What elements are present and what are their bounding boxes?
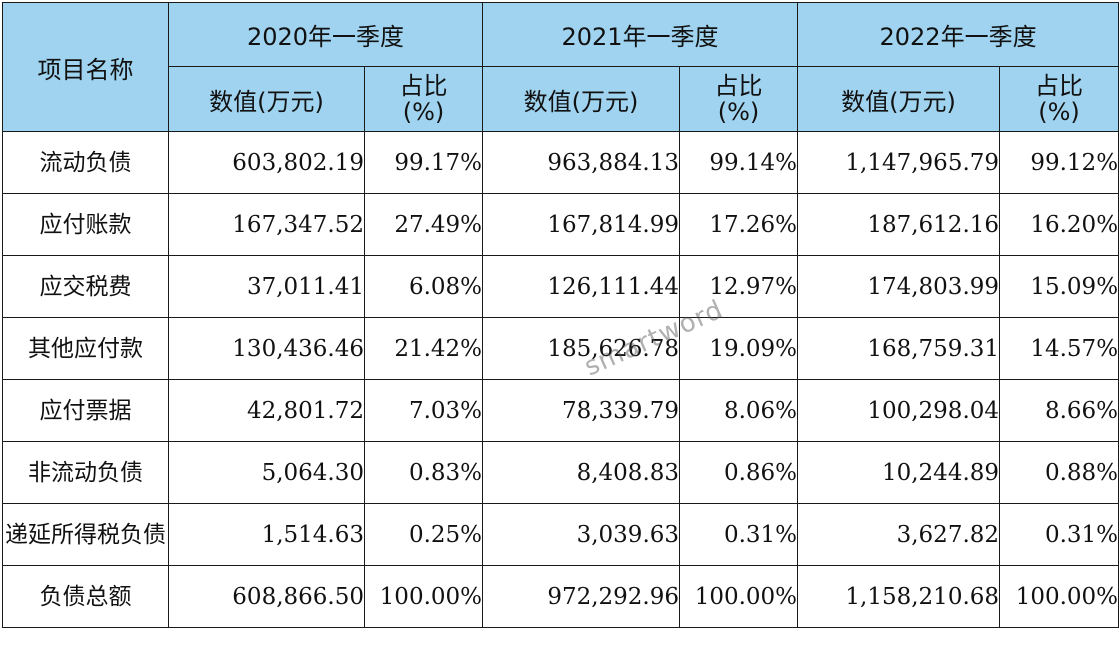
value-2021: 78,339.79 xyxy=(482,379,681,442)
pct-2021: 17.26% xyxy=(679,193,799,256)
value-2020: 608,866.50 xyxy=(168,565,365,628)
value-2020: 1,514.63 xyxy=(168,503,365,566)
value-2020: 5,064.30 xyxy=(168,441,365,504)
header-value-2020: 数值(万元) xyxy=(168,66,365,132)
row-label: 负债总额 xyxy=(2,565,169,628)
table-row: 其他应付款 130,436.46 21.42% 185,626.78 19.09… xyxy=(2,317,1120,380)
pct-2021: 8.06% xyxy=(679,379,799,442)
value-2021: 972,292.96 xyxy=(482,565,681,628)
row-label: 应付账款 xyxy=(2,193,169,256)
header-pct-2022: 占比 (%) xyxy=(999,66,1120,132)
pct-2022: 0.88% xyxy=(999,441,1120,504)
pct-label-bottom: (%) xyxy=(402,98,445,126)
pct-2022: 99.12% xyxy=(999,131,1120,194)
pct-2021: 0.31% xyxy=(679,503,799,566)
value-2022: 187,612.16 xyxy=(797,193,1001,256)
value-2022: 10,244.89 xyxy=(797,441,1001,504)
value-2021: 126,111.44 xyxy=(482,255,681,318)
value-2021: 963,884.13 xyxy=(482,131,681,194)
table-row: 流动负债 603,802.19 99.17% 963,884.13 99.14%… xyxy=(2,131,1120,194)
pct-2022: 15.09% xyxy=(999,255,1120,318)
header-pct-2021: 占比 (%) xyxy=(679,66,799,132)
pct-2021: 0.86% xyxy=(679,441,799,504)
header-value-2021: 数值(万元) xyxy=(482,66,681,132)
value-2020: 37,011.41 xyxy=(168,255,365,318)
pct-2022: 100.00% xyxy=(999,565,1120,628)
pct-2021: 19.09% xyxy=(679,317,799,380)
table-row: 负债总额 608,866.50 100.00% 972,292.96 100.0… xyxy=(2,565,1120,628)
pct-label-bottom: (%) xyxy=(717,98,760,126)
row-label: 非流动负债 xyxy=(2,441,169,504)
pct-2020: 99.17% xyxy=(363,131,484,194)
header-row-periods: 项目名称 2020年一季度 2021年一季度 2022年一季度 xyxy=(2,2,1120,132)
pct-2022: 16.20% xyxy=(999,193,1120,256)
pct-2021: 100.00% xyxy=(679,565,799,628)
pct-2020: 7.03% xyxy=(363,379,484,442)
pct-2020: 0.25% xyxy=(363,503,484,566)
row-label: 流动负债 xyxy=(2,131,169,194)
value-2022: 1,158,210.68 xyxy=(797,565,1001,628)
table-row: 非流动负债 5,064.30 0.83% 8,408.83 0.86% 10,2… xyxy=(2,441,1120,504)
header-period-2020: 2020年一季度 xyxy=(167,2,484,67)
value-2022: 1,147,965.79 xyxy=(797,131,1001,194)
pct-label-top: 占比 xyxy=(714,72,763,100)
value-2022: 168,759.31 xyxy=(797,317,1001,380)
pct-2021: 99.14% xyxy=(679,131,799,194)
header-value-2022: 数值(万元) xyxy=(797,66,1001,132)
table-row: 应付票据 42,801.72 7.03% 78,339.79 8.06% 100… xyxy=(2,379,1120,442)
table-row: 应交税费 37,011.41 6.08% 126,111.44 12.97% 1… xyxy=(2,255,1120,318)
pct-label-top: 占比 xyxy=(399,72,448,100)
pct-label-bottom: (%) xyxy=(1038,98,1080,126)
table-row: 递延所得税负债 1,514.63 0.25% 3,039.63 0.31% 3,… xyxy=(2,503,1120,566)
value-2021: 167,814.99 xyxy=(482,193,681,256)
pct-2020: 0.83% xyxy=(363,441,484,504)
value-2021: 3,039.63 xyxy=(482,503,681,566)
row-label: 其他应付款 xyxy=(2,317,169,380)
value-2020: 130,436.46 xyxy=(168,317,365,380)
pct-2022: 14.57% xyxy=(999,317,1120,380)
value-2022: 174,803.99 xyxy=(797,255,1001,318)
row-label: 递延所得税负债 xyxy=(2,503,169,566)
pct-2020: 6.08% xyxy=(363,255,484,318)
liability-table: 项目名称 2020年一季度 2021年一季度 2022年一季度 数值(万元) 占… xyxy=(2,2,1120,628)
header-pct-2020: 占比 (%) xyxy=(363,66,484,132)
pct-2022: 0.31% xyxy=(999,503,1120,566)
value-2020: 167,347.52 xyxy=(168,193,365,256)
pct-2021: 12.97% xyxy=(679,255,799,318)
pct-2020: 27.49% xyxy=(363,193,484,256)
pct-2020: 100.00% xyxy=(363,565,484,628)
value-2022: 100,298.04 xyxy=(797,379,1001,442)
header-item-name: 项目名称 xyxy=(2,2,169,132)
row-label: 应付票据 xyxy=(2,379,169,442)
pct-label-top: 占比 xyxy=(1035,72,1084,100)
header-period-2022: 2022年一季度 xyxy=(797,2,1120,67)
header-period-2021: 2021年一季度 xyxy=(482,2,799,67)
pct-2020: 21.42% xyxy=(363,317,484,380)
value-2022: 3,627.82 xyxy=(797,503,1001,566)
pct-2022: 8.66% xyxy=(999,379,1120,442)
value-2021: 185,626.78 xyxy=(482,317,681,380)
row-label: 应交税费 xyxy=(2,255,169,318)
header-row-subcolumns: 数值(万元) 占比 (%) 数值(万元) 占比 (%) 数值(万元) 占比 (%) xyxy=(3,66,1120,132)
table-row: 应付账款 167,347.52 27.49% 167,814.99 17.26%… xyxy=(2,193,1120,256)
value-2020: 42,801.72 xyxy=(168,379,365,442)
value-2021: 8,408.83 xyxy=(482,441,681,504)
value-2020: 603,802.19 xyxy=(168,131,365,194)
